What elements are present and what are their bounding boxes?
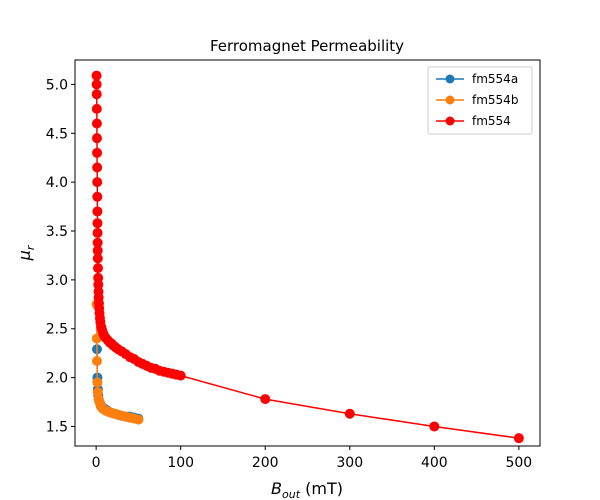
y-tick-label: 3.5 [46, 224, 68, 240]
data-point [91, 79, 102, 90]
x-tick-label: 500 [505, 455, 532, 471]
data-point [91, 89, 102, 100]
x-axis: 0 100 200 300 400 500 [92, 446, 532, 471]
y-tick-label: 4.5 [46, 126, 68, 142]
x-tick-label: 0 [92, 455, 101, 471]
x-axis-label-sub: out [282, 488, 301, 500]
y-axis-label-base: μ [15, 250, 34, 261]
data-point [92, 177, 103, 188]
data-point [92, 147, 103, 158]
y-axis: 1.5 2.0 2.5 3.0 3.5 4.0 4.5 5.0 [46, 77, 75, 435]
data-point [260, 394, 271, 405]
x-axis-label: Bout (mT) [271, 479, 343, 500]
y-tick-label: 5.0 [46, 77, 68, 93]
data-point [91, 70, 102, 81]
y-tick-label: 1.5 [46, 419, 68, 435]
data-point [91, 118, 102, 129]
data-point [175, 370, 186, 381]
y-tick-label: 4.0 [46, 175, 68, 191]
legend-marker [445, 116, 455, 126]
data-point [92, 377, 103, 388]
y-axis-label: μr [15, 244, 37, 261]
x-tick-label: 100 [167, 455, 194, 471]
data-point [92, 227, 103, 238]
y-tick-label: 2.5 [46, 322, 68, 338]
data-point [133, 414, 144, 425]
legend-label: fm554b [472, 93, 518, 107]
series-layer [91, 70, 524, 444]
legend-label: fm554 [472, 114, 511, 128]
chart-title: Ferromagnet Permeability [210, 37, 404, 55]
legend-label: fm554a [472, 72, 518, 86]
plot-area [74, 59, 541, 447]
x-tick-label: 200 [252, 455, 279, 471]
x-tick-label: 400 [421, 455, 448, 471]
data-point [92, 162, 103, 173]
data-point [92, 253, 103, 264]
data-point [344, 408, 355, 419]
legend-marker [445, 95, 455, 105]
x-tick-label: 300 [336, 455, 363, 471]
data-point [92, 191, 103, 202]
y-axis-label-group: μr [15, 244, 37, 261]
data-point [91, 103, 102, 114]
data-point [513, 433, 524, 444]
axes-frame [74, 59, 541, 447]
y-tick-label: 2.0 [46, 371, 68, 387]
x-axis-label-unit: (mT) [300, 479, 343, 498]
legend: fm554a fm554b fm554 [427, 66, 533, 135]
y-axis-label-sub: r [24, 244, 37, 250]
data-point [92, 245, 103, 256]
data-point [92, 218, 103, 229]
data-point [92, 237, 103, 248]
data-point [429, 421, 440, 432]
x-axis-label-base: B [271, 479, 282, 498]
legend-marker [445, 74, 455, 84]
y-tick-label: 3.0 [46, 273, 68, 289]
data-point [92, 206, 103, 217]
series-fm554 [91, 70, 524, 444]
data-point [92, 263, 103, 274]
data-point [91, 355, 102, 366]
data-point [91, 133, 102, 144]
legend-box [427, 66, 533, 135]
